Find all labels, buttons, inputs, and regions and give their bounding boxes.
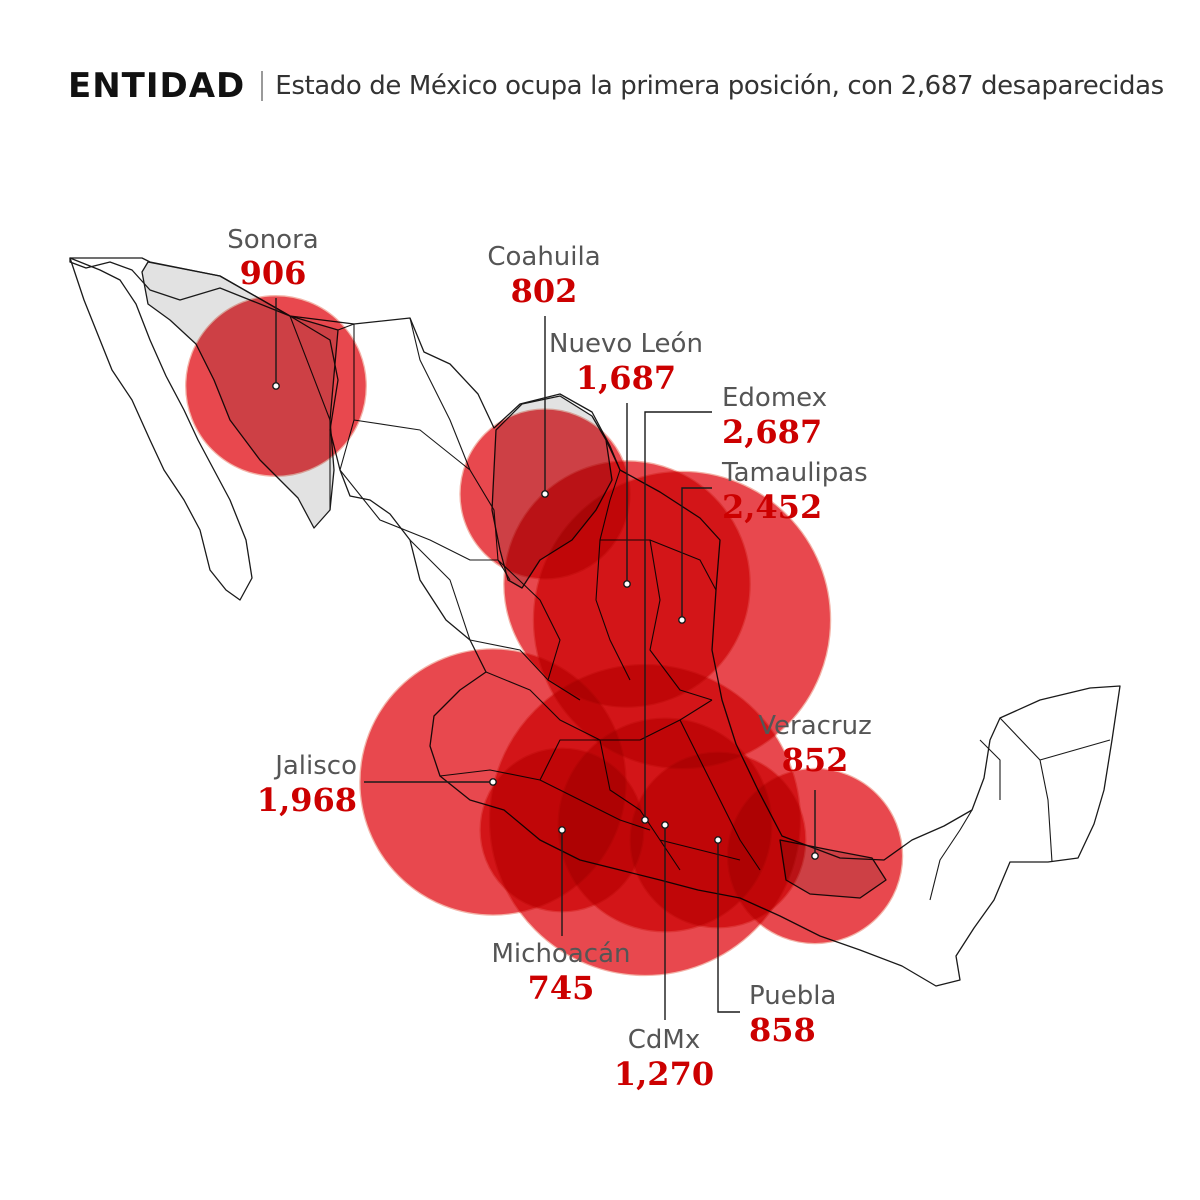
marker-dot-sonora [272,382,280,390]
label-name-cdmx: CdMx [628,1025,700,1055]
marker-dot-cdmx [661,821,669,829]
label-name-michoacan: Michoacán [492,939,631,969]
header: ENTIDAD Estado de México ocupa la primer… [68,64,1164,108]
label-value-cdmx: 1,270 [614,1055,714,1093]
label-name-coahuila: Coahuila [487,242,600,272]
label-value-tamaulipas: 2,452 [722,488,822,526]
header-divider [261,71,264,101]
marker-dot-nuevo-leon [623,580,631,588]
baja-california-outline [69,257,253,601]
leader-line-tamaulipas [681,487,712,620]
label-name-edomex: Edomex [722,383,827,413]
marker-dot-veracruz [811,852,819,860]
marker-dot-jalisco [489,778,497,786]
marker-dot-puebla [714,836,722,844]
label-name-sonora: Sonora [227,225,318,255]
label-value-puebla: 858 [749,1011,816,1049]
header-subtitle: Estado de México ocupa la primera posici… [275,71,1164,101]
label-value-edomex: 2,687 [722,413,822,451]
label-value-nuevo-leon: 1,687 [576,359,676,397]
label-name-veracruz: Veracruz [758,711,872,741]
label-name-tamaulipas: Tamaulipas [721,458,868,488]
marker-dot-coahuila [541,490,549,498]
label-name-puebla: Puebla [749,981,836,1011]
marker-dot-edomex [641,816,649,824]
label-value-sonora: 906 [240,254,307,292]
label-value-veracruz: 852 [782,741,849,779]
leader-line-edomex [644,411,712,820]
label-value-michoacan: 745 [528,969,595,1007]
label-name-nuevo-leon: Nuevo León [549,329,703,359]
label-name-jalisco: Jalisco [273,751,357,781]
leader-line-puebla [717,840,740,1013]
marker-dot-tamaulipas [678,616,686,624]
label-value-jalisco: 1,968 [257,781,357,819]
leader-lines [272,298,819,1020]
marker-dot-michoacan [558,826,566,834]
header-title: ENTIDAD [68,66,246,106]
label-value-coahuila: 802 [511,272,578,310]
